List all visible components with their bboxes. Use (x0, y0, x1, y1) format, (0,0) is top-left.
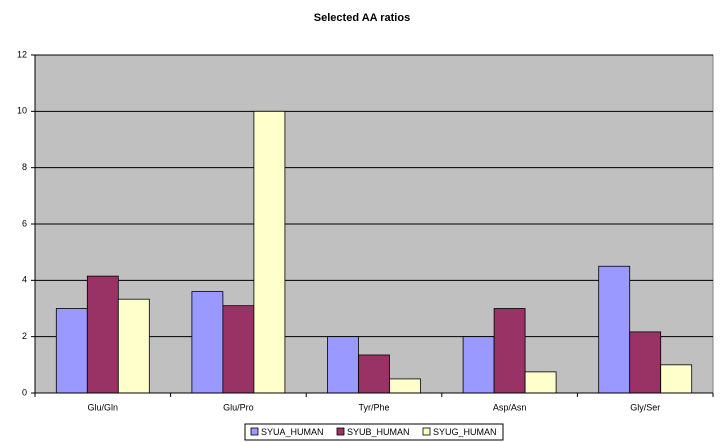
bar (389, 378, 421, 394)
bar (117, 298, 150, 394)
x-tick-label: Glu/Pro (223, 402, 254, 412)
legend-marker (336, 427, 345, 436)
bar (358, 354, 390, 394)
y-tick-label: 2 (22, 331, 27, 341)
bar (327, 336, 359, 394)
bar (598, 265, 631, 394)
bar (253, 110, 286, 394)
x-tick-label: Asp/Asn (493, 402, 527, 412)
legend-marker (422, 427, 431, 436)
y-tick-label: 4 (22, 275, 27, 285)
bar (55, 308, 88, 394)
bar (86, 275, 119, 394)
legend-label: SYUG_HUMAN (433, 427, 497, 437)
legend-label: SYUB_HUMAN (347, 427, 410, 437)
y-tick-label: 12 (17, 49, 27, 59)
y-tick-label: 8 (22, 162, 27, 172)
x-tick-label: Gly/Ser (630, 402, 660, 412)
x-tick-label: Glu/Gln (88, 402, 119, 412)
bar (629, 331, 662, 394)
y-tick-label: 0 (22, 387, 27, 397)
legend-label: SYUA_HUMAN (261, 427, 324, 437)
bar (191, 291, 224, 394)
legend-box (244, 423, 504, 441)
chart-title: Selected AA ratios (314, 12, 410, 24)
legend-marker (250, 427, 259, 436)
y-tick-label: 10 (17, 106, 27, 116)
bar (524, 371, 557, 394)
bar (660, 364, 693, 394)
bar (222, 305, 255, 394)
y-tick-label: 6 (22, 218, 27, 228)
bar (493, 308, 526, 394)
bar (462, 336, 495, 394)
x-tick-label: Tyr/Phe (358, 402, 389, 412)
